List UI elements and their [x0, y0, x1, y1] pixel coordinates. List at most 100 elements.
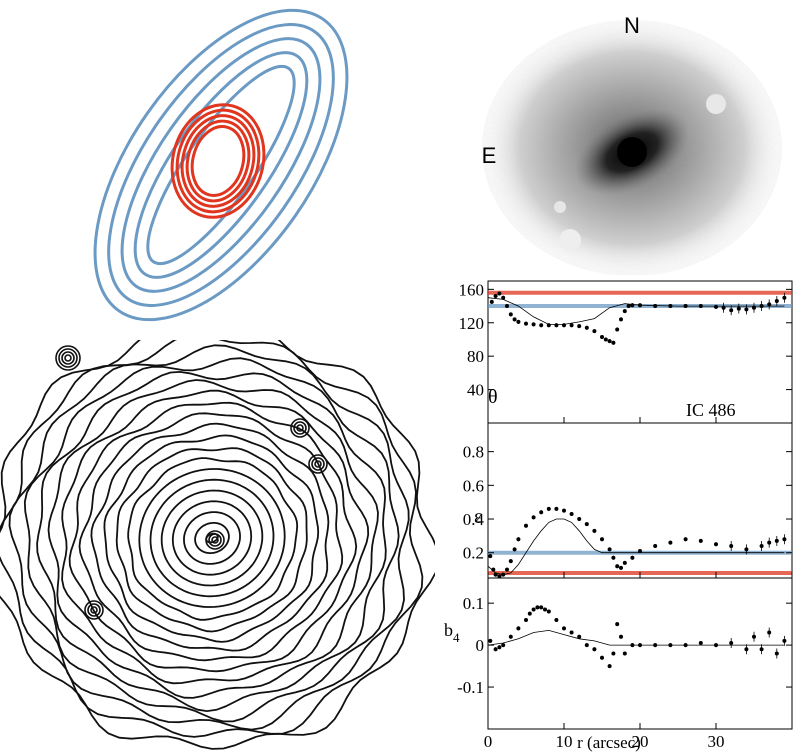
data-point [584, 325, 589, 330]
data-point [630, 555, 635, 560]
data-point [729, 543, 734, 548]
data-point [736, 306, 741, 311]
theta-ylabel: θ [488, 386, 498, 408]
data-point [524, 617, 528, 622]
data-point [562, 508, 566, 513]
data-point [653, 643, 658, 648]
data-point [569, 511, 574, 516]
data-point [744, 647, 749, 652]
star-contour [58, 348, 78, 368]
star-contour [205, 530, 225, 550]
star-contour [290, 418, 310, 438]
galaxy-image: N E [482, 13, 782, 275]
data-point [721, 305, 726, 310]
data-point [759, 304, 764, 309]
data-point [653, 543, 658, 548]
data-point [539, 323, 544, 328]
east-label: E [482, 143, 497, 168]
outer-ellipse [146, 64, 296, 266]
data-point [714, 304, 718, 309]
isophote-contour [36, 370, 387, 713]
data-point [782, 638, 787, 643]
data-point [569, 630, 574, 635]
data-point [607, 339, 612, 344]
data-point [774, 538, 779, 543]
star-contour [55, 345, 81, 371]
star-contour [84, 600, 104, 620]
isophote-contour [127, 457, 299, 621]
outer-ellipse [93, 8, 349, 322]
data-point [493, 294, 498, 299]
data-point [554, 617, 559, 622]
y-tick-label: 0.1 [463, 594, 484, 613]
data-point [615, 564, 620, 569]
data-point [508, 634, 513, 639]
data-point [729, 308, 734, 313]
outer-ellipse [120, 37, 322, 293]
data-point [668, 643, 673, 648]
data-point [729, 641, 734, 646]
data-point [774, 651, 779, 656]
data-point [630, 643, 635, 648]
isophote-contour [103, 434, 320, 643]
inner-ellipse [170, 103, 266, 219]
star-contour [314, 460, 322, 468]
data-point [531, 515, 536, 520]
model-curve [487, 629, 785, 646]
data-point [619, 317, 623, 322]
y-tick-label: 0.6 [463, 476, 484, 495]
data-point [600, 537, 604, 542]
star-contour [87, 603, 101, 617]
data-point [630, 303, 635, 308]
data-point [607, 547, 612, 552]
data-point [698, 641, 703, 646]
masked-star [554, 201, 566, 213]
data-point [714, 542, 718, 547]
data-point [491, 567, 496, 572]
star-contour [296, 424, 304, 432]
data-point [501, 295, 506, 300]
masked-star [706, 94, 726, 114]
y-tick-label: 120 [459, 314, 485, 333]
data-point [638, 303, 642, 308]
data-point [501, 572, 506, 577]
data-point [516, 537, 521, 542]
star-contour [308, 454, 328, 474]
data-point [767, 302, 772, 307]
data-point [535, 605, 540, 610]
data-point [501, 643, 506, 648]
y-tick-label: 0.4 [463, 510, 485, 529]
data-point [508, 312, 513, 317]
plot-frame [487, 280, 793, 424]
contour-rings [0, 340, 435, 750]
data-point [683, 537, 688, 542]
data-point [493, 572, 498, 577]
data-point [683, 643, 688, 648]
data-point [626, 304, 631, 309]
model-curve [487, 297, 785, 325]
data-point [668, 304, 673, 309]
data-point [569, 323, 574, 328]
x-tick-label: 20 [632, 732, 649, 751]
data-point [527, 611, 532, 616]
data-point [767, 540, 772, 545]
data-point [622, 309, 627, 314]
data-point [546, 609, 551, 614]
data-point [577, 517, 582, 522]
data-point [508, 559, 513, 564]
star-contour [311, 457, 325, 471]
data-point [611, 555, 616, 560]
x-tick-label: 10 [556, 732, 573, 751]
star-contour [208, 533, 222, 547]
galaxy-nucleus [617, 137, 647, 167]
data-point [546, 506, 551, 511]
data-point [512, 547, 517, 552]
b4-ylabel: b4 [444, 620, 460, 645]
data-point [577, 324, 582, 329]
x-axis-label: r (arcsec) [577, 733, 641, 752]
data-point [744, 547, 749, 552]
data-point [592, 528, 597, 533]
data-point [744, 307, 749, 312]
data-point [603, 337, 608, 342]
